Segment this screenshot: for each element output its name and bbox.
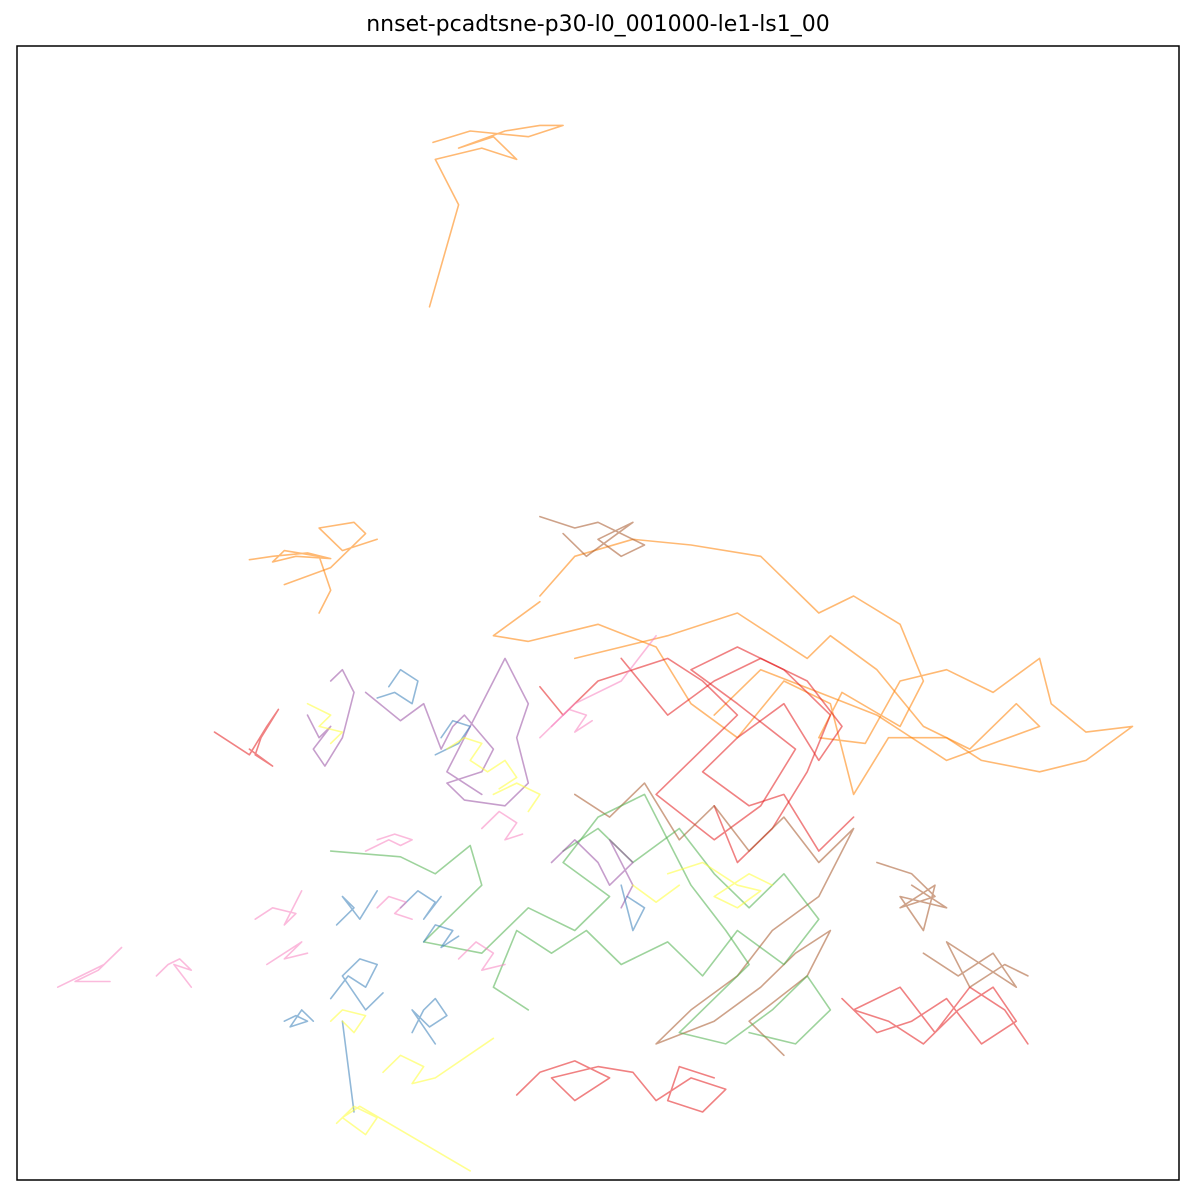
series-line-18 [550, 838, 634, 909]
series-line-34 [329, 1009, 367, 1034]
series-line-3 [492, 538, 1134, 796]
series-line-41 [56, 946, 123, 989]
series-line-12 [876, 861, 948, 932]
series-line-35 [382, 1037, 495, 1085]
series-line-37 [364, 833, 413, 852]
series-line-25 [422, 924, 460, 949]
series-line-38 [376, 895, 413, 921]
series-line-30 [446, 736, 518, 790]
chart-title: nnset-pcadtsne-p30-l0_001000-le1-ls1_00 [366, 12, 830, 37]
series-line-45 [457, 941, 506, 972]
series-line-19 [376, 668, 419, 705]
series-line-27 [341, 1020, 355, 1113]
series-line-26 [283, 1009, 315, 1028]
series-line-16 [364, 657, 530, 807]
series-line-7 [620, 657, 855, 852]
series-line-1 [248, 549, 332, 614]
series-line-40 [265, 941, 309, 966]
series-line-14 [329, 793, 832, 1045]
series-line-17 [306, 668, 355, 767]
series-line-44 [480, 810, 524, 841]
series-line-31 [492, 782, 541, 813]
series-line-2 [283, 521, 379, 586]
series-line-28 [620, 884, 646, 932]
series-line-33 [632, 884, 681, 904]
series-line-36 [335, 1105, 472, 1172]
plot-frame [16, 45, 1180, 1181]
series-line-29 [306, 702, 344, 745]
series-layer [56, 124, 1134, 1172]
series-line-4 [573, 612, 1041, 762]
series-line-5 [213, 708, 280, 767]
series-line-42 [155, 958, 193, 989]
series-line-23 [335, 889, 379, 926]
series-line-39 [254, 889, 303, 926]
series-line-13 [922, 941, 1029, 989]
series-line-10 [539, 515, 646, 558]
series-line-24 [399, 889, 442, 921]
series-line-15 [492, 827, 820, 1011]
series-line-32 [666, 861, 774, 909]
series-line-21 [329, 958, 384, 1011]
series-line-46 [539, 634, 657, 739]
series-line-9 [515, 1060, 727, 1113]
series-line-22 [411, 997, 448, 1045]
series-line-8 [841, 986, 1029, 1045]
series-line-11 [573, 782, 855, 1057]
series-line-0 [428, 124, 564, 308]
